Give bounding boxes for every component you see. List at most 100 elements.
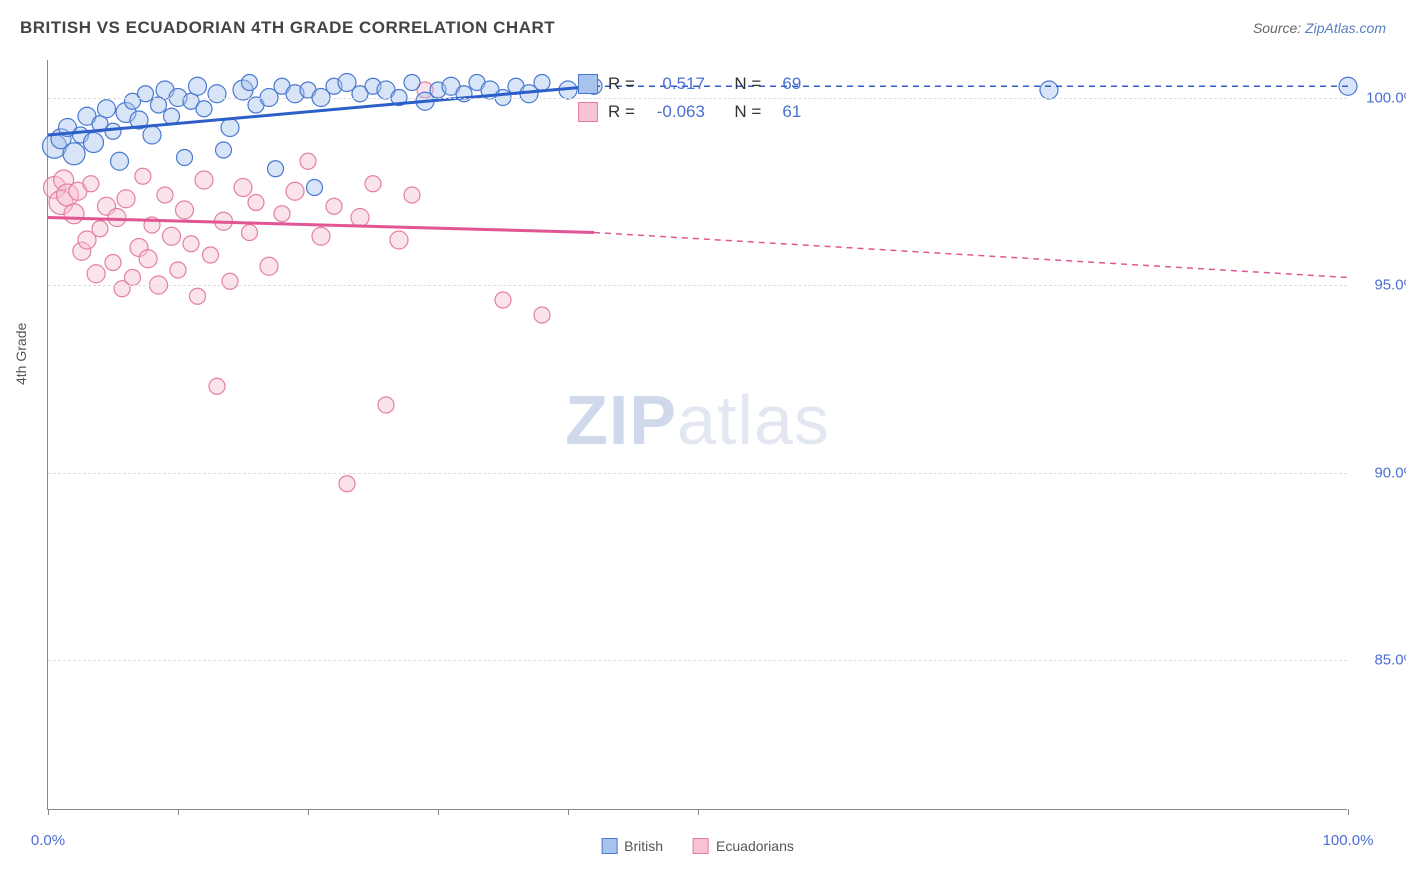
y-tick-label: 85.0% [1374,652,1406,669]
scatter-point [143,126,161,144]
stats-n-value: 61 [771,102,801,122]
stats-r-label: R = [608,74,635,94]
legend-label: Ecuadorians [716,838,794,854]
scatter-point [111,152,129,170]
x-tick [698,809,699,815]
scatter-point [534,75,550,91]
scatter-point [312,227,330,245]
swatch-ecuadorian-icon [578,102,598,122]
scatter-point [163,227,181,245]
scatter-point [139,250,157,268]
stats-box-british: R = 0.517 N = 69 [578,74,801,94]
scatter-point [195,171,213,189]
scatter-point [203,247,219,263]
stats-n-label: N = [734,74,761,94]
scatter-point [189,77,207,95]
y-tick-label: 90.0% [1374,464,1406,481]
scatter-point [221,119,239,137]
legend-item-british: British [601,838,663,854]
stats-n-label: N = [734,102,761,122]
chart-header: BRITISH VS ECUADORIAN 4TH GRADE CORRELAT… [20,18,1386,38]
y-axis-label: 4th Grade [13,322,29,384]
scatter-point [64,204,84,224]
scatter-point [125,270,141,286]
stats-r-value: -0.063 [645,102,705,122]
x-tick [1348,809,1349,815]
scatter-point [274,206,290,222]
stats-box-ecuadorian: R = -0.063 N = 61 [578,102,801,122]
grid-line [48,285,1347,286]
chart-title: BRITISH VS ECUADORIAN 4TH GRADE CORRELAT… [20,18,555,38]
scatter-point [63,143,85,165]
stats-r-value: 0.517 [645,74,705,94]
scatter-point [177,150,193,166]
legend-item-ecuadorian: Ecuadorians [693,838,794,854]
y-tick-label: 100.0% [1366,89,1406,106]
scatter-point [164,108,180,124]
x-tick [568,809,569,815]
scatter-point [98,100,116,118]
scatter-point [404,187,420,203]
legend-label: British [624,838,663,854]
scatter-point [534,307,550,323]
x-tick-label: 0.0% [31,832,65,849]
scatter-point [138,86,154,102]
scatter-point [117,190,135,208]
swatch-ecuadorian-icon [693,838,709,854]
scatter-point [234,179,252,197]
grid-line [48,98,1347,99]
x-tick [308,809,309,815]
scatter-point [365,176,381,192]
scatter-point [1040,81,1058,99]
legend-bottom: British Ecuadorians [601,838,794,854]
scatter-point [209,378,225,394]
scatter-point [286,182,304,200]
scatter-point [135,168,151,184]
scatter-point [92,221,108,237]
scatter-point [157,187,173,203]
scatter-point [339,476,355,492]
source-label: Source: [1253,20,1301,36]
scatter-point [108,209,126,227]
scatter-point [378,397,394,413]
grid-line [48,660,1347,661]
x-tick [438,809,439,815]
stats-r-label: R = [608,102,635,122]
scatter-point [326,198,342,214]
scatter-point [268,161,284,177]
scatter-point [190,288,206,304]
scatter-point [105,255,121,271]
scatter-point [83,176,99,192]
scatter-point [105,123,121,139]
swatch-british-icon [578,74,598,94]
scatter-point [176,201,194,219]
swatch-british-icon [601,838,617,854]
scatter-point [248,195,264,211]
scatter-point [183,236,199,252]
scatter-point [170,262,186,278]
scatter-point [351,209,369,227]
scatter-point [307,180,323,196]
scatter-point [242,225,258,241]
scatter-point [495,292,511,308]
scatter-point [404,75,420,91]
chart-svg [48,60,1347,809]
scatter-point [300,153,316,169]
scatter-point [242,75,258,91]
scatter-point [87,265,105,283]
scatter-point [260,257,278,275]
chart-plot-area: 4th Grade ZIPatlas R = 0.517 N = 69 R = … [47,60,1347,810]
grid-line [48,473,1347,474]
x-tick [178,809,179,815]
scatter-point [196,101,212,117]
source-attribution: Source: ZipAtlas.com [1253,20,1386,36]
scatter-point [216,142,232,158]
y-tick-label: 95.0% [1374,277,1406,294]
trend-line-extrapolated [594,233,1348,278]
x-tick [48,809,49,815]
source-link[interactable]: ZipAtlas.com [1305,20,1386,36]
scatter-point [84,133,104,153]
scatter-point [222,273,238,289]
stats-n-value: 69 [771,74,801,94]
scatter-point [208,85,226,103]
